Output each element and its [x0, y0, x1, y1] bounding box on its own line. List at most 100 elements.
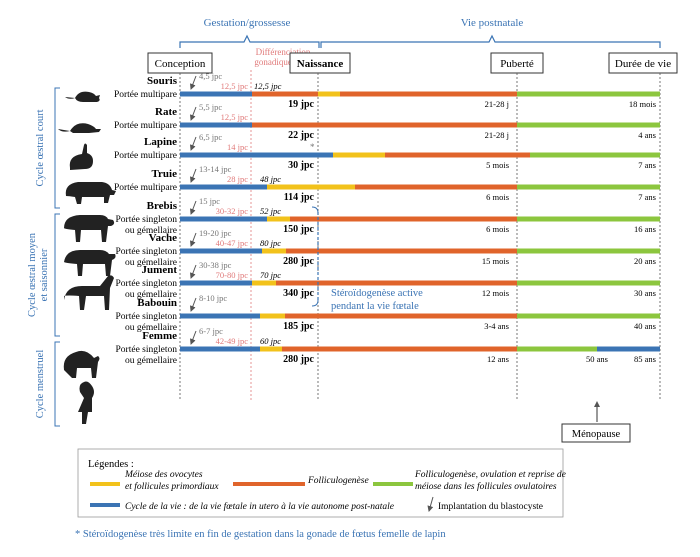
- puberty-label: 5 mois: [486, 160, 509, 170]
- meiosis-label: 80 jpc: [260, 238, 281, 248]
- species-icons: [58, 91, 116, 424]
- bar-segment-yellow: [318, 91, 340, 97]
- puberty-label: 6 mois: [486, 192, 509, 202]
- baboon-icon: [63, 350, 100, 378]
- bar-segment-yellow: [333, 152, 385, 158]
- legend-ovul-1: Folliculogenèse, ovulation et reprise de: [414, 470, 566, 480]
- group-label-2b: et saisonnier: [39, 248, 50, 301]
- bar-segment-blue: [180, 152, 333, 158]
- puberty-label: 21-28 j: [485, 99, 509, 109]
- diff-label-1: Différenciation: [256, 47, 311, 57]
- species-sub2: ou gémellaire: [125, 323, 177, 333]
- bar-segment-blue: [180, 216, 267, 222]
- diff-label-2: gonadique mâle: [254, 57, 311, 67]
- legend-meiosis-2: et follicules primordiaux: [125, 481, 219, 492]
- lifespan-label: 18 mois: [629, 99, 656, 109]
- gestation-brace: [179, 34, 320, 48]
- bar-segment-green: [517, 248, 660, 254]
- implant-label: 4,5 jpc: [199, 71, 222, 81]
- menopause-box: [561, 423, 631, 443]
- bar-segment-yellow: [252, 280, 276, 286]
- lifespan-label: 7 ans: [638, 192, 656, 202]
- implant-label: 6,5 jpc: [199, 132, 222, 142]
- implant-arrow-icon: [189, 330, 197, 345]
- duree-label: Durée de vie: [615, 58, 671, 70]
- lifespan-label: 16 ans: [634, 224, 656, 234]
- diff-label: 40-47 jpc: [216, 238, 249, 248]
- legend-title: Légendes :: [88, 459, 134, 470]
- gestation-label: Gestation/grossesse: [204, 17, 291, 29]
- bar-segment-green: [517, 313, 660, 319]
- birth-label: 280 jpc: [283, 256, 314, 267]
- implant-arrow-icon: [189, 106, 197, 121]
- meiosis-label: 52 jpc: [260, 206, 281, 216]
- birth-label: 150 jpc: [283, 224, 314, 235]
- group-bracket-3: [54, 341, 60, 427]
- diff-label: 12,5 jpc: [221, 112, 249, 122]
- implant-label: 6-7 jpc: [199, 326, 223, 336]
- group-label-2a: Cycle œstral moyen: [27, 232, 38, 317]
- species-name: Truie: [152, 168, 178, 180]
- rabbit-icon: [69, 143, 93, 170]
- species-sub1: Portée singleton: [116, 247, 178, 257]
- implant-arrow-icon: [189, 168, 197, 183]
- species-sub1: Portée multipare: [114, 151, 177, 161]
- cow-icon: [64, 250, 116, 276]
- lifespan-label: 85 ans: [634, 354, 656, 364]
- species-sub1: Portée multipare: [114, 90, 177, 100]
- diff-label: 30-32 jpc: [216, 206, 249, 216]
- species-sub1: Portée singleton: [116, 279, 178, 289]
- bar-segment-orange: [318, 122, 517, 128]
- species-sub1: Portée multipare: [114, 183, 177, 193]
- bar-segment-yellow: [267, 216, 290, 222]
- legend-implant: Implantation du blastocyste: [438, 502, 543, 512]
- bar-segment-blue: [180, 248, 262, 254]
- horse-icon: [64, 275, 114, 310]
- legend-cycle: Cycle de la vie : de la vie fœtale in ut…: [125, 501, 394, 512]
- diff-label: 28 jpc: [227, 174, 248, 184]
- conception-label: Conception: [155, 58, 206, 70]
- group-label-1: Cycle œstral court: [35, 109, 46, 186]
- diff-label: 42-49 jpc: [216, 336, 249, 346]
- menopause-label: Ménopause: [572, 429, 621, 440]
- steroid-label-2: pendant la vie fœtale: [331, 301, 419, 312]
- bar-segment-yellow: [260, 346, 282, 352]
- postnatal-label: Vie postnatale: [461, 17, 524, 29]
- footnote: * Stéroïdogenèse très limite en fin de g…: [75, 529, 446, 540]
- birth-label: 185 jpc: [283, 321, 314, 332]
- bar-segment-green: [517, 280, 660, 286]
- implant-arrow-icon: [189, 200, 197, 215]
- bar-segment-orange: [355, 184, 517, 190]
- bar-segment-orange: [252, 91, 318, 97]
- bar-segment-orange: [252, 122, 318, 128]
- implant-arrow-icon: [189, 297, 197, 312]
- bar-segment-green: [530, 152, 660, 158]
- legend-meiosis-1: Méiose des ovocytes: [124, 470, 203, 480]
- bar-segment-green: [517, 346, 597, 352]
- diff-label: 70-80 jpc: [216, 270, 249, 280]
- puberty-label: 12 mois: [482, 288, 509, 298]
- implant-label: 19-20 jpc: [199, 228, 232, 238]
- steroid-bracket-top: [311, 206, 319, 214]
- bar-segment-orange: [286, 248, 517, 254]
- diff-label: 14 jpc: [227, 142, 248, 152]
- puberty-label: 12 ans: [487, 354, 509, 364]
- group-bracket-2: [54, 213, 60, 337]
- bar-segment-blue: [597, 346, 660, 352]
- meiosis-label: 48 jpc: [260, 174, 281, 184]
- species-sub1: Portée singleton: [116, 345, 178, 355]
- species-name: Lapine: [144, 136, 177, 148]
- group-label-3: Cycle menstruel: [35, 350, 46, 419]
- birth-label: 22 jpc: [288, 130, 314, 141]
- legend-ovul-2: méiose dans les follicules ovulatoires: [415, 481, 557, 492]
- bar-segment-yellow: [260, 313, 285, 319]
- asterisk: *: [310, 142, 315, 152]
- lifespan-label: 40 ans: [634, 321, 656, 331]
- species-sub2: ou gémellaire: [125, 290, 177, 300]
